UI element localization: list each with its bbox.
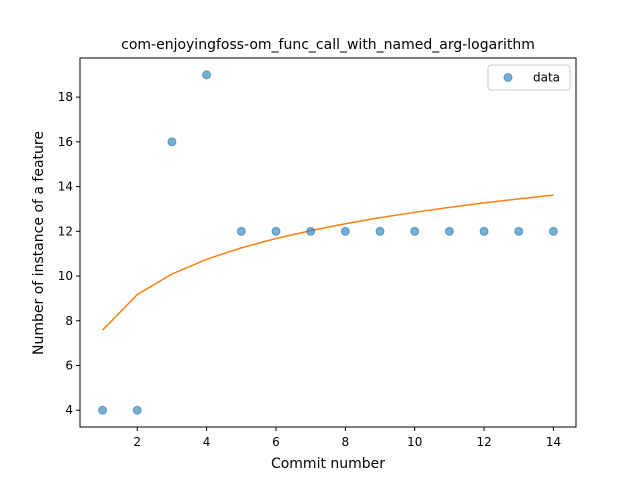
y-tick-label: 14 — [58, 180, 73, 194]
x-axis: 2 4 6 8 10 12 14 — [133, 427, 561, 449]
y-tick-label: 4 — [65, 403, 73, 417]
x-tick-label: 10 — [407, 435, 422, 449]
data-point — [444, 226, 454, 236]
data-point — [479, 226, 489, 236]
plot-frame — [79, 57, 577, 428]
x-tick-label: 12 — [476, 435, 491, 449]
legend-label: data — [533, 71, 560, 85]
x-tick-label: 2 — [133, 435, 141, 449]
data-point — [202, 70, 212, 80]
y-axis-label: Number of instance of a feature — [31, 131, 47, 355]
plot-area — [98, 70, 558, 415]
legend: data — [487, 64, 571, 91]
x-axis-label: Commit number — [271, 456, 385, 472]
legend-marker — [503, 73, 513, 82]
legend-frame — [487, 64, 571, 91]
data-point — [306, 226, 316, 236]
y-axis: 4 6 8 10 12 14 16 18 — [58, 90, 80, 417]
data-point — [514, 226, 524, 236]
y-tick-label: 10 — [58, 269, 73, 283]
data-point — [132, 405, 142, 415]
data-point — [548, 226, 558, 236]
chart-title: com-enjoyingfoss-om_func_call_with_named… — [121, 37, 535, 53]
data-point — [271, 226, 281, 236]
data-point — [410, 226, 420, 236]
x-tick-label: 8 — [342, 435, 350, 449]
y-tick-label: 12 — [58, 224, 73, 238]
data-point — [167, 137, 177, 147]
data-point — [375, 226, 385, 236]
y-tick-label: 18 — [58, 90, 73, 104]
y-tick-label: 16 — [58, 135, 73, 149]
x-tick-label: 6 — [272, 435, 280, 449]
y-tick-label: 8 — [65, 314, 73, 328]
fit-line — [102, 194, 554, 331]
y-tick-label: 6 — [65, 359, 73, 373]
data-point — [340, 226, 350, 236]
x-tick-label: 14 — [546, 435, 561, 449]
x-tick-label: 4 — [203, 435, 211, 449]
data-point — [98, 405, 108, 415]
data-point — [236, 226, 246, 236]
